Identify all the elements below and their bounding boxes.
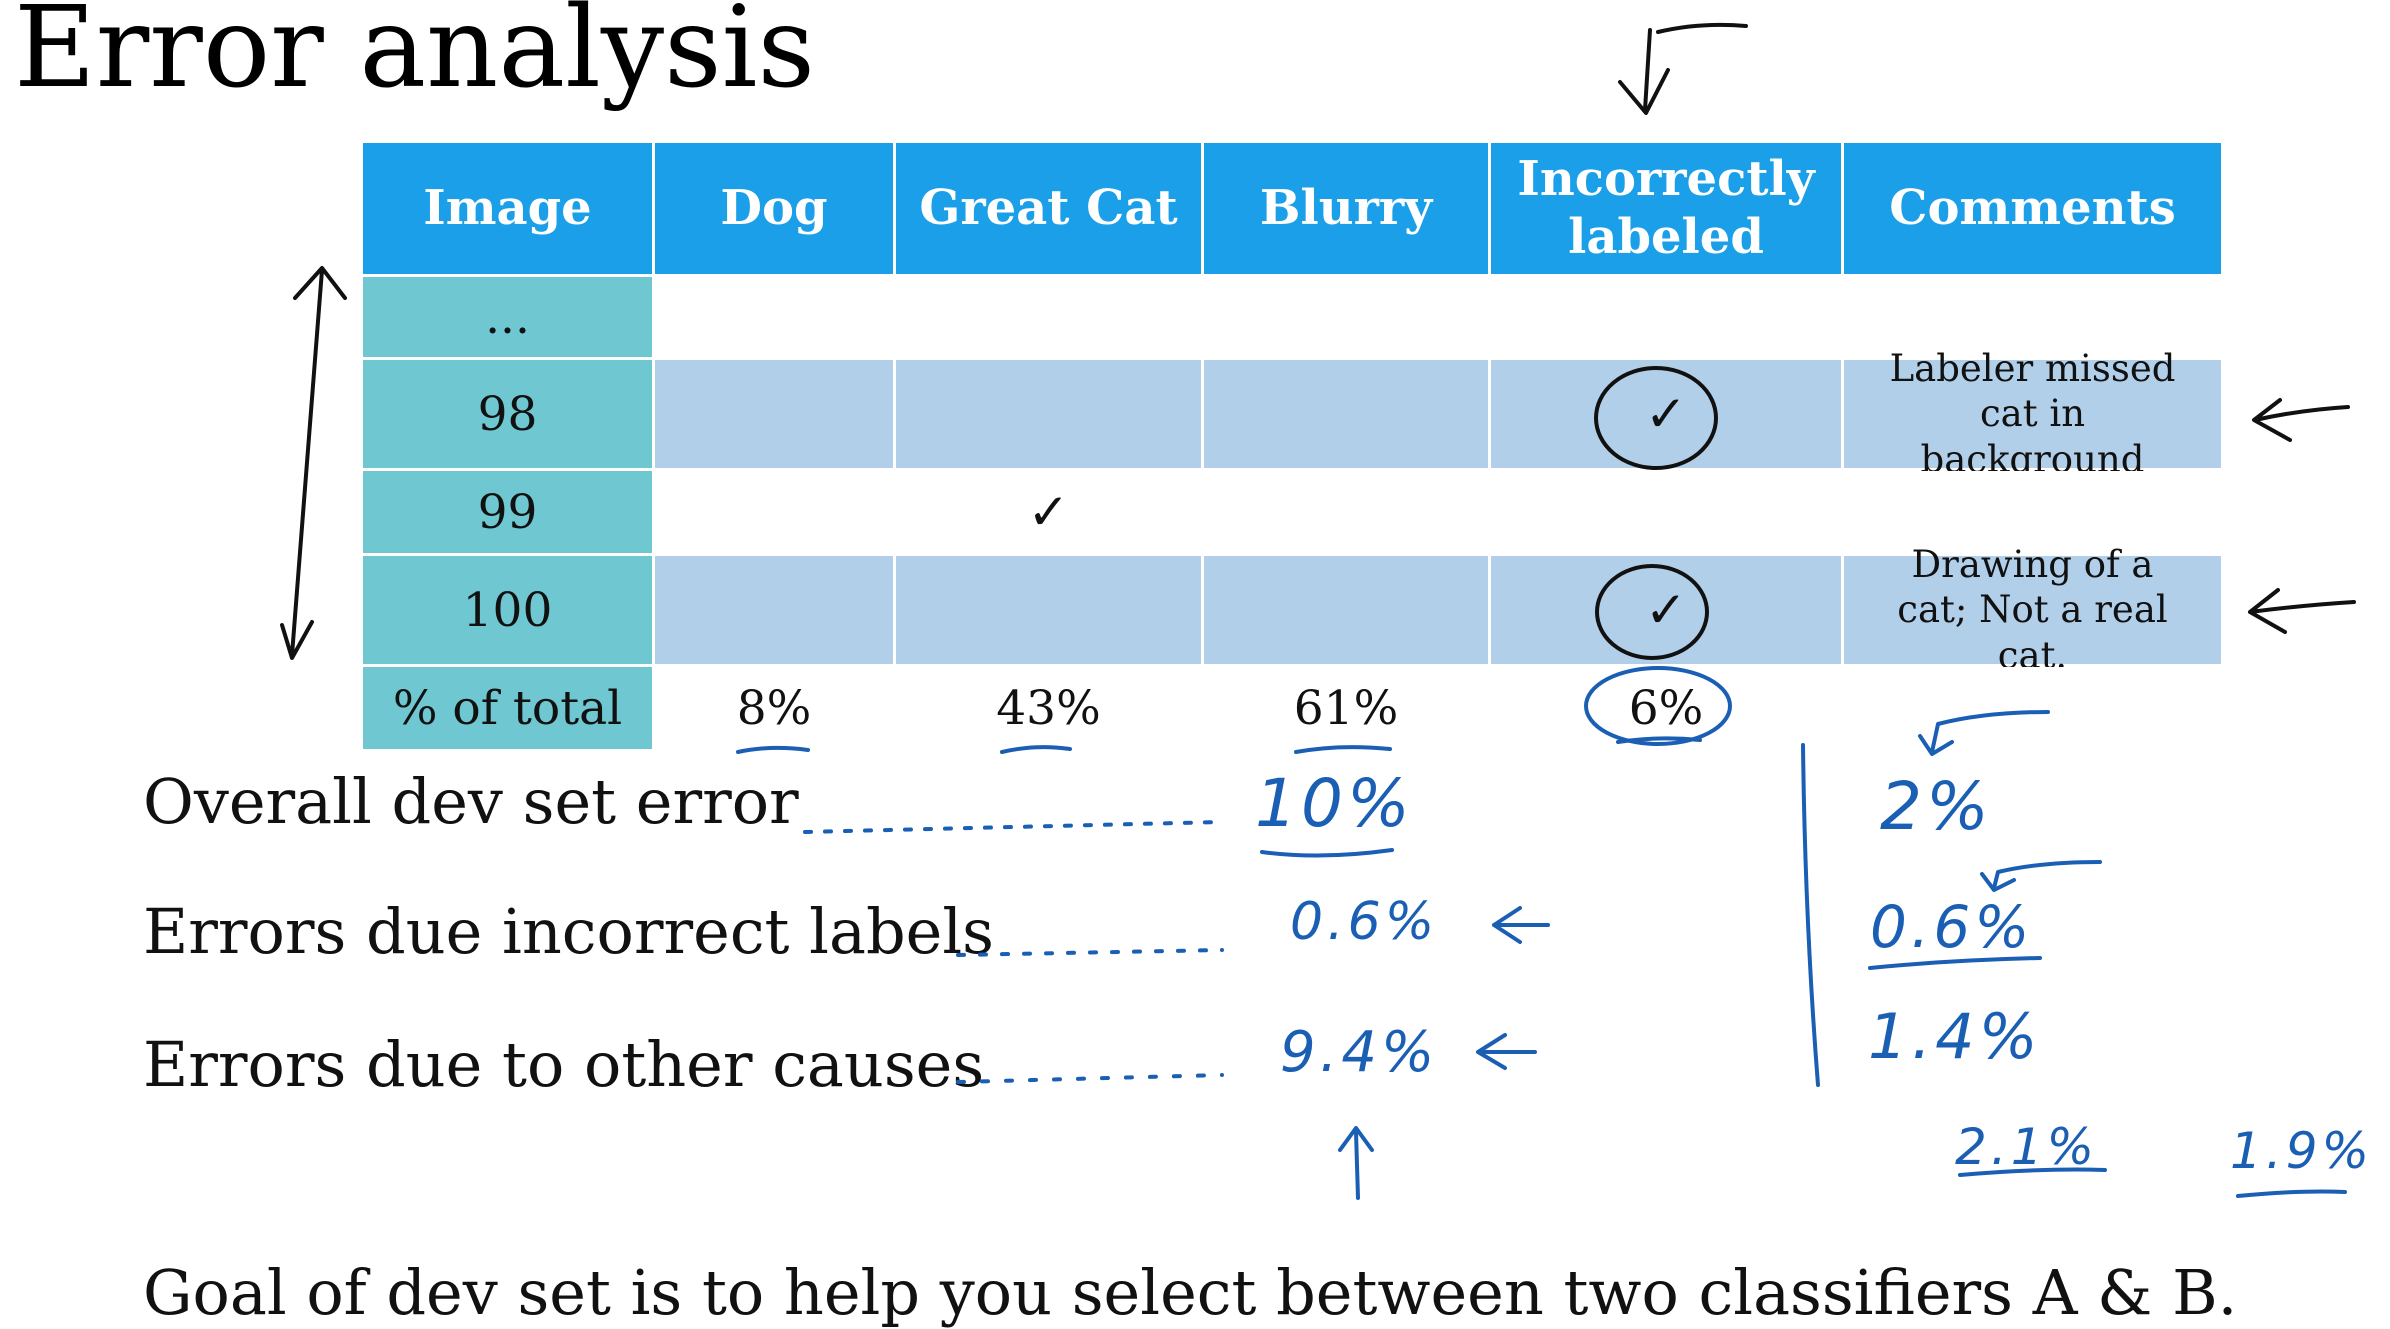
table-cell [1204, 471, 1488, 553]
row-label-99: 99 [363, 471, 652, 553]
table-cell [655, 277, 893, 357]
table-cell [1204, 277, 1488, 357]
handwritten-alt-other: 1.4% [1868, 1000, 2042, 1073]
handwritten-alt-incorrect: 0.6% [1870, 893, 2034, 961]
underline-icon [736, 745, 810, 754]
table-cell [1491, 471, 1841, 553]
overall-dev-set-error-label: Overall dev set error [143, 765, 799, 838]
table-cell [1491, 277, 1841, 357]
goal-statement: Goal of dev set is to help you select be… [143, 1256, 2238, 1329]
table-cell [1204, 360, 1488, 468]
dotted-leader-icon [803, 820, 1222, 834]
circle-icon [1594, 366, 1718, 470]
header-blurry: Blurry [1204, 143, 1488, 274]
curved-arrow-icon [1918, 710, 2050, 756]
header-great-cat: Great Cat [896, 143, 1201, 274]
totals-label: % of total [363, 667, 652, 749]
handwritten-classifier-a: 2.1% [1955, 1118, 2099, 1176]
table-cell [896, 556, 1201, 664]
circle-icon [1584, 666, 1732, 746]
total-great-cat: 43% [896, 667, 1201, 749]
handwritten-classifier-b: 1.9% [2230, 1122, 2374, 1180]
header-incorrectly-labeled: Incorrectly labeled [1491, 143, 1841, 274]
incorrect-labels-error-label: Errors due incorrect labels [143, 895, 994, 968]
total-dog: 8% [655, 667, 893, 749]
dotted-leader-icon [956, 948, 1224, 957]
left-arrow-icon [2248, 588, 2356, 634]
circle-icon [1595, 564, 1709, 660]
left-arrow-icon [1492, 906, 1550, 944]
up-arrow-icon [1338, 1126, 1374, 1200]
check-mark-100-incorrect: ✓ [1491, 556, 1841, 664]
check-mark-98-incorrect: ✓ [1491, 360, 1841, 468]
other-causes-error-label: Errors due to other causes [143, 1028, 985, 1101]
table-cell [1204, 556, 1488, 664]
total-blurry: 61% [1204, 667, 1488, 749]
underline-icon [2236, 1189, 2347, 1198]
handwritten-other-value: 9.4% [1280, 1020, 1439, 1085]
check-arrow-icon [1618, 22, 1748, 115]
underline-icon [1260, 848, 1394, 858]
header-dog: Dog [655, 143, 893, 274]
row-label-100: 100 [363, 556, 652, 664]
table-cell [655, 556, 893, 664]
left-arrow-icon [1476, 1033, 1537, 1070]
table-cell [1844, 471, 2221, 553]
underline-icon [1000, 745, 1072, 754]
table-cell [655, 471, 893, 553]
underline-icon [1868, 956, 2042, 970]
slide-title: Error analysis [14, 0, 815, 113]
error-analysis-table: Image Dog Great Cat Blurry Incorrectly l… [363, 143, 2221, 749]
header-comments: Comments [1844, 143, 2221, 274]
double-arrow-icon [280, 266, 347, 660]
vertical-divider-icon [1801, 743, 1820, 1087]
header-image: Image [363, 143, 652, 274]
dotted-leader-icon [956, 1073, 1224, 1084]
table-cell [896, 360, 1201, 468]
table-cell [896, 277, 1201, 357]
row-label-ellipsis: ... [363, 277, 652, 357]
handwritten-incorrect-value: 0.6% [1290, 892, 1439, 952]
underline-icon [1958, 1167, 2107, 1177]
handwritten-alt-overall: 2% [1880, 768, 1993, 845]
handwritten-overall-value: 10% [1255, 765, 1414, 842]
left-arrow-icon [2252, 398, 2350, 442]
total-incorrectly-labeled: 6% [1491, 667, 1841, 749]
underline-icon [1616, 736, 1702, 744]
comment-100: Drawing of a cat; Not a real cat. [1844, 543, 2221, 677]
underline-icon [1294, 745, 1392, 754]
row-label-98: 98 [363, 360, 652, 468]
table-cell [1844, 277, 2221, 357]
table-cell [655, 360, 893, 468]
check-mark-99-great-cat: ✓ [896, 471, 1201, 553]
table-cell [1844, 667, 2221, 749]
curved-arrow-icon [1980, 860, 2102, 892]
